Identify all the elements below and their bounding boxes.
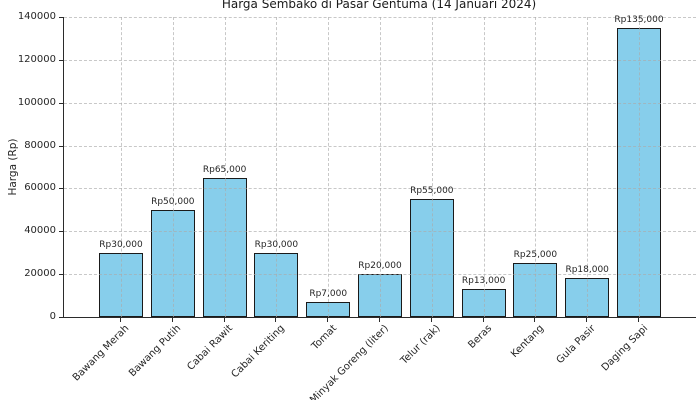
- gridline: [64, 188, 696, 190]
- x-tick-mark: [223, 318, 225, 322]
- x-tick-label: Tomat: [309, 323, 339, 353]
- bar-value-label: Rp50,000: [151, 197, 195, 207]
- x-tick-mark: [430, 318, 432, 322]
- gridline: [380, 17, 381, 317]
- chart-title: Harga Sembako di Pasar Gentuma (14 Janua…: [221, 0, 537, 11]
- y-tick-mark: [59, 317, 63, 318]
- x-tick-mark: [120, 318, 121, 322]
- bar-value-label: Rp65,000: [202, 165, 247, 175]
- x-tick-mark: [379, 318, 380, 322]
- y-tick-label: 100000: [17, 96, 56, 108]
- bar-value-label: Rp25,000: [513, 250, 558, 260]
- y-tick-label: 40000: [24, 225, 56, 237]
- y-tick-label: 120000: [17, 53, 56, 65]
- bar: [461, 289, 506, 317]
- y-tick-mark: [59, 145, 63, 147]
- x-tick-mark: [171, 318, 173, 322]
- gridline: [64, 145, 696, 147]
- y-tick-label: 60000: [24, 182, 56, 194]
- bar-value-label: Rp13,000: [461, 276, 506, 286]
- bar: [565, 278, 610, 317]
- gridline: [328, 17, 330, 317]
- x-tick-mark: [482, 318, 484, 322]
- plot-area: Rp30,000 Rp50,000 Rp65,000 Rp30,000 Rp7,000 R…: [63, 15, 696, 318]
- bar-value-label: Rp55,000: [410, 186, 454, 196]
- y-tick-label: 20000: [24, 268, 56, 280]
- y-tick-label: 0: [49, 311, 56, 322]
- bar: [306, 302, 351, 317]
- y-tick-mark: [59, 274, 63, 276]
- y-tick-mark: [59, 102, 63, 104]
- bar-value-label: Rp30,000: [254, 240, 299, 250]
- bar: [254, 253, 299, 317]
- x-tick-mark: [534, 318, 536, 322]
- x-tick-mark: [275, 318, 277, 322]
- x-tick-label: Gula Pasir: [554, 323, 598, 367]
- y-tick-mark: [59, 231, 63, 233]
- bar-value-label: Rp135,000: [614, 15, 664, 25]
- bar: [150, 210, 195, 317]
- x-tick-label: Kentang: [509, 323, 547, 360]
- bar-value-label: Rp20,000: [358, 261, 402, 271]
- x-tick-label: Beras: [466, 323, 495, 351]
- gridline: [483, 17, 485, 317]
- x-tick-mark: [586, 318, 588, 322]
- gridline: [64, 102, 696, 104]
- x-tick-label: Daging Sapi: [599, 323, 650, 374]
- x-tick-label: Bawang Merah: [71, 323, 132, 384]
- x-tick-mark: [327, 318, 329, 322]
- y-tick-mark: [59, 188, 63, 190]
- y-tick-label: 140000: [17, 11, 56, 22]
- y-tick-label: 80000: [24, 139, 56, 151]
- bar: [99, 253, 143, 317]
- y-tick-mark: [59, 17, 63, 18]
- gridline: [64, 59, 696, 61]
- bar-value-label: Rp18,000: [565, 265, 609, 275]
- bar-value-label: Rp30,000: [99, 240, 143, 250]
- x-tick-label: Telur (rak): [398, 323, 443, 367]
- bar: [409, 199, 454, 317]
- y-tick-mark: [59, 59, 63, 61]
- x-tick-label: Cabai Keriting: [229, 323, 288, 381]
- x-tick-mark: [638, 318, 639, 322]
- x-tick-label: Cabai Rawit: [185, 323, 236, 373]
- bar-value-label: Rp7,000: [309, 289, 348, 299]
- x-tick-label: Bawang Putih: [127, 323, 184, 380]
